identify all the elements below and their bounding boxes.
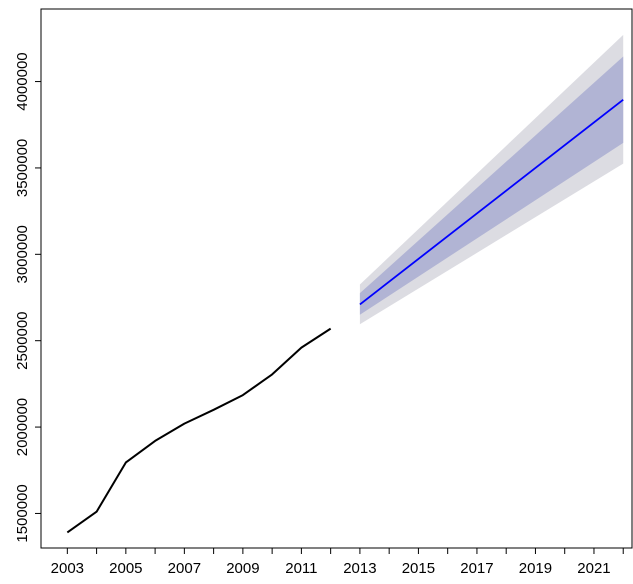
x-tick-label: 2003 bbox=[51, 560, 84, 577]
x-tick-label: 2021 bbox=[577, 560, 610, 577]
x-tick-label: 2007 bbox=[168, 560, 201, 577]
x-tick-label: 2005 bbox=[109, 560, 142, 577]
x-tick-label: 2015 bbox=[402, 560, 435, 577]
forecast-line bbox=[360, 100, 623, 305]
y-tick-label: 3000000 bbox=[14, 225, 31, 283]
y-tick-label: 4000000 bbox=[14, 52, 31, 110]
series-lines bbox=[67, 100, 623, 533]
y-tick-label: 3500000 bbox=[14, 139, 31, 197]
y-tick-label: 2500000 bbox=[14, 311, 31, 369]
y-axis: 1500000 2000000 2500000 3000000 3500000 40000… bbox=[14, 52, 41, 542]
x-tick-label: 2009 bbox=[226, 560, 259, 577]
x-tick-label: 2011 bbox=[285, 560, 317, 577]
y-tick-label: 1500000 bbox=[14, 484, 31, 542]
x-tick-label: 2013 bbox=[343, 560, 376, 577]
plot-frame bbox=[41, 9, 632, 548]
x-axis: 2003 2005 2007 2009 2011 2013 2015 2017 2019 2021 bbox=[51, 548, 624, 577]
axes: 2003 2005 2007 2009 2011 2013 2015 2017 2019 2021… bbox=[14, 9, 632, 577]
observed-line bbox=[67, 329, 330, 533]
x-tick-label: 2019 bbox=[519, 560, 552, 577]
y-tick-label: 2000000 bbox=[14, 398, 31, 456]
x-tick-label: 2017 bbox=[460, 560, 493, 577]
interval-bands bbox=[360, 35, 623, 324]
